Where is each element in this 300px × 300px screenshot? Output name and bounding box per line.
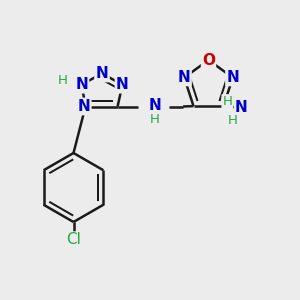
Text: N: N <box>235 100 248 115</box>
Text: N: N <box>116 77 129 92</box>
Text: N: N <box>78 99 90 114</box>
Text: N: N <box>226 70 239 85</box>
Text: N: N <box>178 70 190 85</box>
Text: H: H <box>223 95 232 108</box>
Text: N: N <box>75 77 88 92</box>
Text: N: N <box>75 77 88 92</box>
Text: H: H <box>228 114 237 127</box>
Text: N: N <box>96 66 108 81</box>
Text: N: N <box>76 99 89 114</box>
Text: H: H <box>150 112 159 126</box>
Text: H: H <box>57 74 67 88</box>
Text: H: H <box>58 74 68 87</box>
Text: N: N <box>116 77 129 92</box>
Text: Cl: Cl <box>66 232 81 247</box>
Text: N: N <box>96 66 108 81</box>
Text: O: O <box>202 52 215 68</box>
Text: N: N <box>148 98 161 113</box>
